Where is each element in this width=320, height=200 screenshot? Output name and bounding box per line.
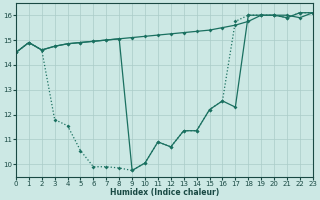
X-axis label: Humidex (Indice chaleur): Humidex (Indice chaleur) [110, 188, 219, 197]
